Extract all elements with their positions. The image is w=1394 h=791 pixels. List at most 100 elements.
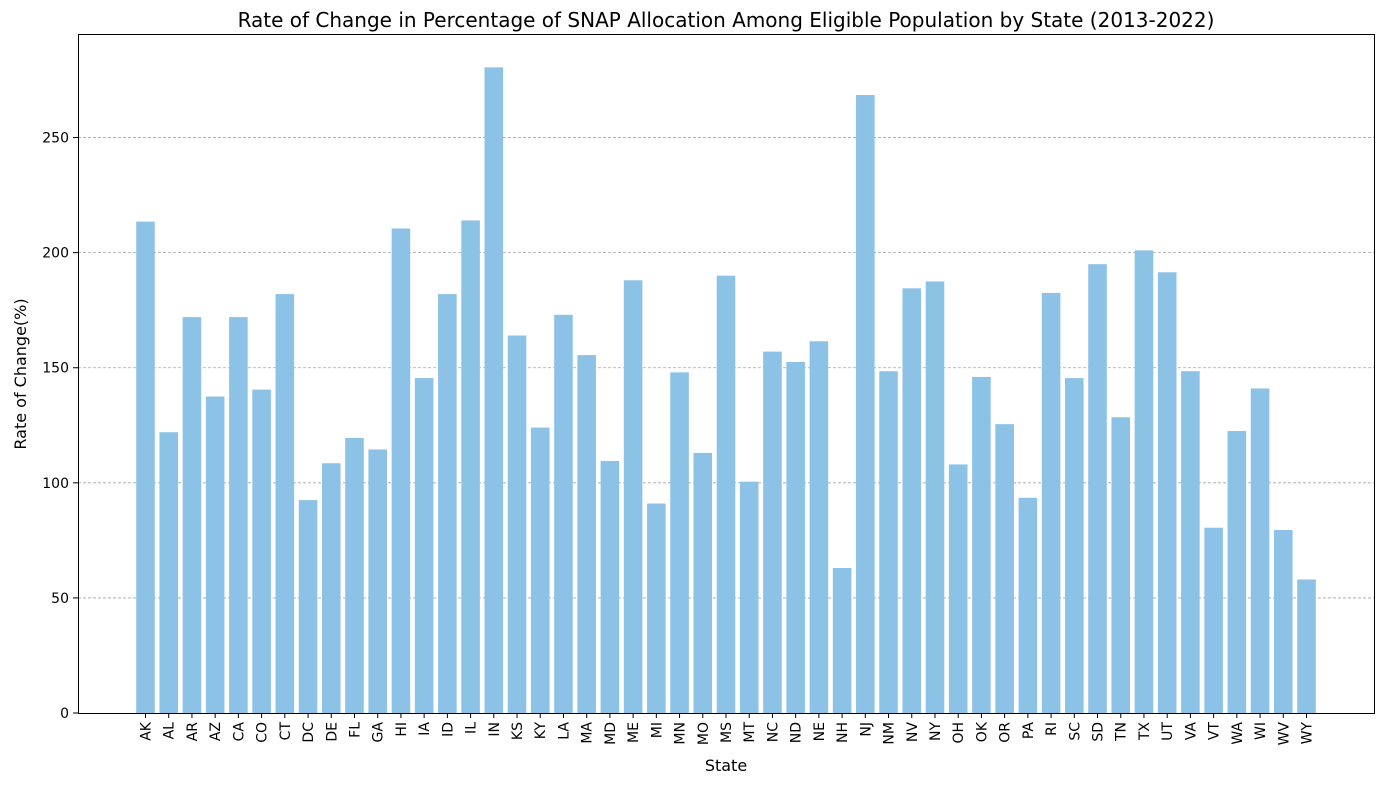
bar-ms <box>716 275 736 713</box>
x-tick-label: CO <box>255 722 271 743</box>
bar-ia <box>414 378 434 713</box>
bar-hi <box>391 228 411 713</box>
bar-ca <box>229 317 248 713</box>
x-tick-label: TN <box>1114 722 1130 742</box>
x-tick-label: GA <box>371 722 387 743</box>
x-tick-label: OH <box>951 722 967 744</box>
bar-oh <box>948 464 968 713</box>
x-tick-label: MA <box>580 722 596 744</box>
bar-in <box>484 67 504 713</box>
x-tick-label: AK <box>139 721 155 741</box>
x-tick-label: OK <box>974 721 990 742</box>
bar-wv <box>1273 530 1293 713</box>
x-tick-label: IA <box>417 722 433 736</box>
bar-mo <box>693 452 713 713</box>
bar-md <box>600 460 620 713</box>
x-tick-label: WI <box>1253 722 1269 740</box>
x-tick-label: KS <box>510 722 526 740</box>
x-tick-label: NJ <box>858 722 874 737</box>
bar-nc <box>763 351 782 713</box>
bar-pa <box>1018 497 1038 713</box>
bar-nd <box>786 361 805 713</box>
bar-al <box>159 432 179 713</box>
bar-ct <box>275 294 295 713</box>
y-axis-label: Rate of Change(%) <box>11 298 30 449</box>
bar-la <box>554 314 573 713</box>
x-tick-label: ID <box>440 722 456 737</box>
bar-wa <box>1227 431 1247 713</box>
bar-ar <box>182 317 202 713</box>
x-tick-label: ND <box>789 722 805 743</box>
bar-me <box>623 280 643 713</box>
bar-ok <box>972 376 991 713</box>
x-tick-label: NE <box>812 722 828 741</box>
bar-co <box>252 389 271 713</box>
x-tick-label: DE <box>324 722 340 742</box>
bar-ky <box>530 427 550 713</box>
bar-nv <box>902 288 922 713</box>
x-axis-label: State <box>705 756 747 775</box>
x-tick-label: NV <box>905 722 921 742</box>
bar-tx <box>1134 250 1154 714</box>
y-tick-label: 150 <box>42 361 69 377</box>
x-tick-label: MN <box>673 722 689 745</box>
bar-sd <box>1088 264 1107 713</box>
bar-vt <box>1204 527 1223 713</box>
x-tick-label: WY <box>1300 722 1316 745</box>
bar-dc <box>298 500 318 713</box>
x-tick-label: SC <box>1067 722 1083 741</box>
x-tick-label: NH <box>835 722 851 743</box>
x-tick-label: WV <box>1276 722 1292 746</box>
x-tick-label: TX <box>1137 722 1153 742</box>
bar-ma <box>577 355 596 713</box>
x-tick-label: MO <box>696 722 712 745</box>
x-tick-label: KY <box>533 722 549 740</box>
x-tick-label: AR <box>185 722 201 742</box>
bar-fl <box>345 437 364 713</box>
y-axis: 0 50 100 150 200 250 <box>42 131 78 722</box>
bars <box>136 67 1316 714</box>
bar-ri <box>1041 292 1061 713</box>
x-tick-label: CA <box>231 722 247 742</box>
bar-mn <box>670 372 689 713</box>
bar-sc <box>1065 378 1084 713</box>
bar-or <box>995 424 1014 713</box>
bar-wy <box>1297 579 1316 713</box>
x-tick-label: MI <box>649 722 665 738</box>
bar-ut <box>1157 272 1177 713</box>
bar-ks <box>507 335 527 713</box>
x-tick-label: VA <box>1183 722 1199 741</box>
y-tick-label: 50 <box>51 591 69 607</box>
bar-va <box>1181 371 1200 713</box>
chart-title: Rate of Change in Percentage of SNAP All… <box>238 8 1215 32</box>
x-tick-label: MS <box>719 722 735 743</box>
x-tick-label: DC <box>301 722 317 743</box>
x-tick-label: UT <box>1160 722 1176 741</box>
x-tick-label: IN <box>487 722 503 737</box>
x-tick-label: MT <box>742 722 758 743</box>
x-tick-label: FL <box>347 722 363 738</box>
x-tick-label: LA <box>556 722 572 740</box>
y-tick-label: 100 <box>42 476 69 492</box>
bar-nm <box>879 371 898 713</box>
x-tick-label: ME <box>626 722 642 743</box>
x-tick-label: NC <box>765 722 781 742</box>
bar-ne <box>809 341 829 713</box>
y-tick-label: 0 <box>60 706 69 722</box>
bar-az <box>205 396 225 713</box>
bar-de <box>321 463 341 713</box>
bar-il <box>461 220 480 713</box>
x-tick-label: AL <box>162 722 178 740</box>
bar-wi <box>1250 388 1270 713</box>
x-tick-label: AZ <box>208 722 224 741</box>
bar-nh <box>832 567 852 713</box>
bar-mi <box>647 503 666 713</box>
bar-mt <box>739 481 759 713</box>
x-tick-label: PA <box>1021 722 1037 740</box>
bar-ga <box>368 449 387 713</box>
y-tick-label: 200 <box>42 246 69 262</box>
x-tick-label: VT <box>1207 722 1223 741</box>
x-tick-label: NY <box>928 722 944 741</box>
x-axis: AK AL AR AZ CA CO CT DC DE FL GA HI IA ID IL IN KS KY LA MA… <box>139 713 1316 745</box>
